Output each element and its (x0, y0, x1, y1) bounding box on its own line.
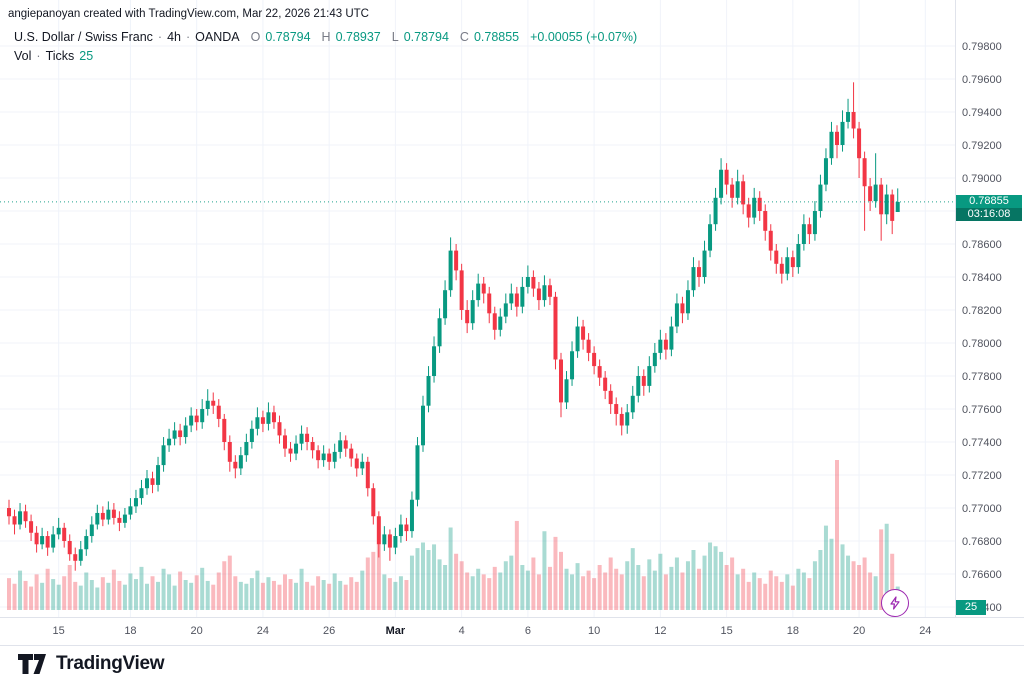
svg-text:Mar: Mar (386, 625, 406, 637)
svg-text:0.79200: 0.79200 (962, 140, 1002, 152)
time-axis[interactable] (0, 618, 1024, 645)
svg-text:0.77000: 0.77000 (962, 503, 1002, 515)
lightning-button[interactable] (881, 589, 909, 617)
svg-text:0.77400: 0.77400 (962, 437, 1002, 449)
low-label: L (391, 30, 399, 44)
bar-countdown: 03:16:08 (956, 208, 1022, 221)
svg-text:0.78400: 0.78400 (962, 272, 1002, 284)
volume-axis-label: 25 (956, 600, 986, 615)
svg-text:0.77800: 0.77800 (962, 371, 1002, 383)
svg-text:0.78000: 0.78000 (962, 338, 1002, 350)
volume-source-label: Ticks (45, 49, 75, 63)
price-axis[interactable] (956, 0, 1024, 617)
volume-label[interactable]: Vol (14, 49, 32, 63)
svg-text:24: 24 (919, 625, 931, 637)
svg-text:4: 4 (459, 625, 465, 637)
change-value: +0.00055 (+0.07%) (530, 30, 638, 44)
svg-text:15: 15 (720, 625, 732, 637)
svg-text:0.79600: 0.79600 (962, 74, 1002, 86)
legend-separator: · (36, 49, 41, 63)
svg-text:0.78200: 0.78200 (962, 305, 1002, 317)
svg-text:20: 20 (853, 625, 865, 637)
svg-text:0.76600: 0.76600 (962, 569, 1002, 581)
svg-text:18: 18 (787, 625, 799, 637)
svg-text:15: 15 (53, 625, 65, 637)
svg-text:10: 10 (588, 625, 600, 637)
svg-text:0.77200: 0.77200 (962, 470, 1002, 482)
svg-text:18: 18 (124, 625, 136, 637)
volume-legend: Vol · Ticks 25 (14, 49, 93, 63)
last-price-label: 0.78855 03:16:08 (956, 195, 1022, 221)
symbol-title[interactable]: U.S. Dollar / Swiss Franc (14, 30, 153, 44)
exchange-label[interactable]: OANDA (195, 30, 240, 44)
volume-value: 25 (79, 49, 94, 63)
high-value: 0.78937 (335, 30, 381, 44)
svg-text:0.76800: 0.76800 (962, 536, 1002, 548)
svg-text:24: 24 (257, 625, 269, 637)
svg-text:26: 26 (323, 625, 335, 637)
price-chart[interactable]: 0.79800 0.79600 0.79400 0.79200 0.79000 0.788… (0, 0, 1024, 646)
svg-text:12: 12 (654, 625, 666, 637)
close-value: 0.78855 (473, 30, 520, 44)
open-value: 0.78794 (265, 30, 311, 44)
svg-text:0.79400: 0.79400 (962, 107, 1002, 119)
last-price-value: 0.78855 (956, 195, 1022, 208)
legend-separator: · (186, 30, 191, 44)
high-label: H (321, 30, 331, 44)
tradingview-logo-icon (18, 654, 46, 674)
brand-wordmark: TradingView (56, 653, 165, 674)
svg-text:20: 20 (191, 625, 203, 637)
close-label: C (459, 30, 469, 44)
svg-text:0.79000: 0.79000 (962, 173, 1002, 185)
chart-legend: U.S. Dollar / Swiss Franc · 4h · OANDA O… (14, 30, 637, 44)
svg-text:0.77600: 0.77600 (962, 404, 1002, 416)
timeframe-label[interactable]: 4h (167, 30, 181, 44)
attribution-text: angiepanoyan created with TradingView.co… (8, 8, 369, 20)
lightning-icon (890, 596, 900, 610)
open-label: O (250, 30, 261, 44)
footer-branding[interactable]: TradingView (16, 651, 165, 677)
svg-text:0.79800: 0.79800 (962, 41, 1002, 53)
svg-text:6: 6 (525, 625, 531, 637)
low-value: 0.78794 (403, 30, 449, 44)
legend-separator: · (157, 30, 163, 44)
svg-text:0.78600: 0.78600 (962, 239, 1002, 251)
